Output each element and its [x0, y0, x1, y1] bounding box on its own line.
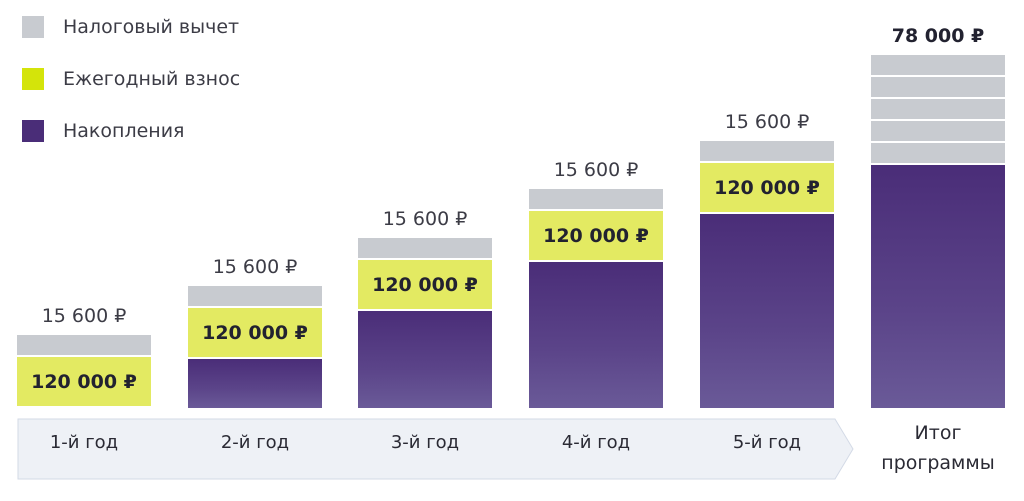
bar-top-label-3: 15 600 ₽ — [382, 208, 468, 230]
bar-top-label-1: 15 600 ₽ — [41, 305, 127, 327]
bar-top-label-4: 15 600 ₽ — [553, 159, 639, 181]
bar-tax-deduction-2 — [188, 286, 322, 306]
bar-top-label-6: 78 000 ₽ — [891, 25, 985, 47]
bar-top-label-5: 15 600 ₽ — [724, 111, 810, 133]
legend-item-tax-deduction: Налоговый вычет — [22, 14, 240, 40]
deduction-divider — [871, 75, 1005, 77]
legend-swatch-savings — [22, 120, 44, 142]
bar-contribution-3: 120 000 ₽ — [358, 260, 492, 309]
category-label-5: 5-й год — [732, 432, 802, 453]
category-label-6: Итог программы — [881, 422, 995, 474]
bar-tax-deduction-3 — [358, 238, 492, 258]
category-label-2: 2-й год — [220, 432, 290, 453]
legend: Налоговый вычет Ежегодный взнос Накоплен… — [22, 14, 240, 170]
deduction-divider — [871, 119, 1005, 121]
bar-tax-deduction-5 — [700, 141, 834, 161]
legend-item-annual-contribution: Ежегодный взнос — [22, 66, 240, 92]
bar-savings-2 — [188, 359, 322, 408]
legend-swatch-annual-contribution — [22, 68, 44, 90]
legend-label-tax-deduction: Налоговый вычет — [63, 16, 240, 38]
bar-contribution-2: 120 000 ₽ — [188, 308, 322, 357]
category-label-3: 3-й год — [390, 432, 460, 453]
bar-tax-deduction-6 — [871, 55, 1005, 163]
deduction-divider — [871, 97, 1005, 99]
bar-savings-6 — [871, 165, 1005, 408]
category-label-1: 1-й год — [49, 432, 119, 453]
legend-label-savings: Накопления — [63, 120, 185, 142]
bar-contribution-4: 120 000 ₽ — [529, 211, 663, 260]
bar-top-label-2: 15 600 ₽ — [212, 256, 298, 278]
bar-savings-5 — [700, 214, 834, 408]
legend-swatch-tax-deduction — [22, 16, 44, 38]
bar-contribution-5: 120 000 ₽ — [700, 163, 834, 212]
legend-label-annual-contribution: Ежегодный взнос — [63, 68, 241, 90]
bar-savings-3 — [358, 311, 492, 408]
category-label-4: 4-й год — [561, 432, 631, 453]
bar-savings-4 — [529, 262, 663, 408]
legend-item-savings: Накопления — [22, 118, 240, 144]
deduction-divider — [871, 141, 1005, 143]
bar-tax-deduction-1 — [17, 335, 151, 355]
bar-contribution-1: 120 000 ₽ — [17, 357, 151, 406]
bar-tax-deduction-4 — [529, 189, 663, 209]
timeline-arrow-band — [17, 418, 854, 480]
